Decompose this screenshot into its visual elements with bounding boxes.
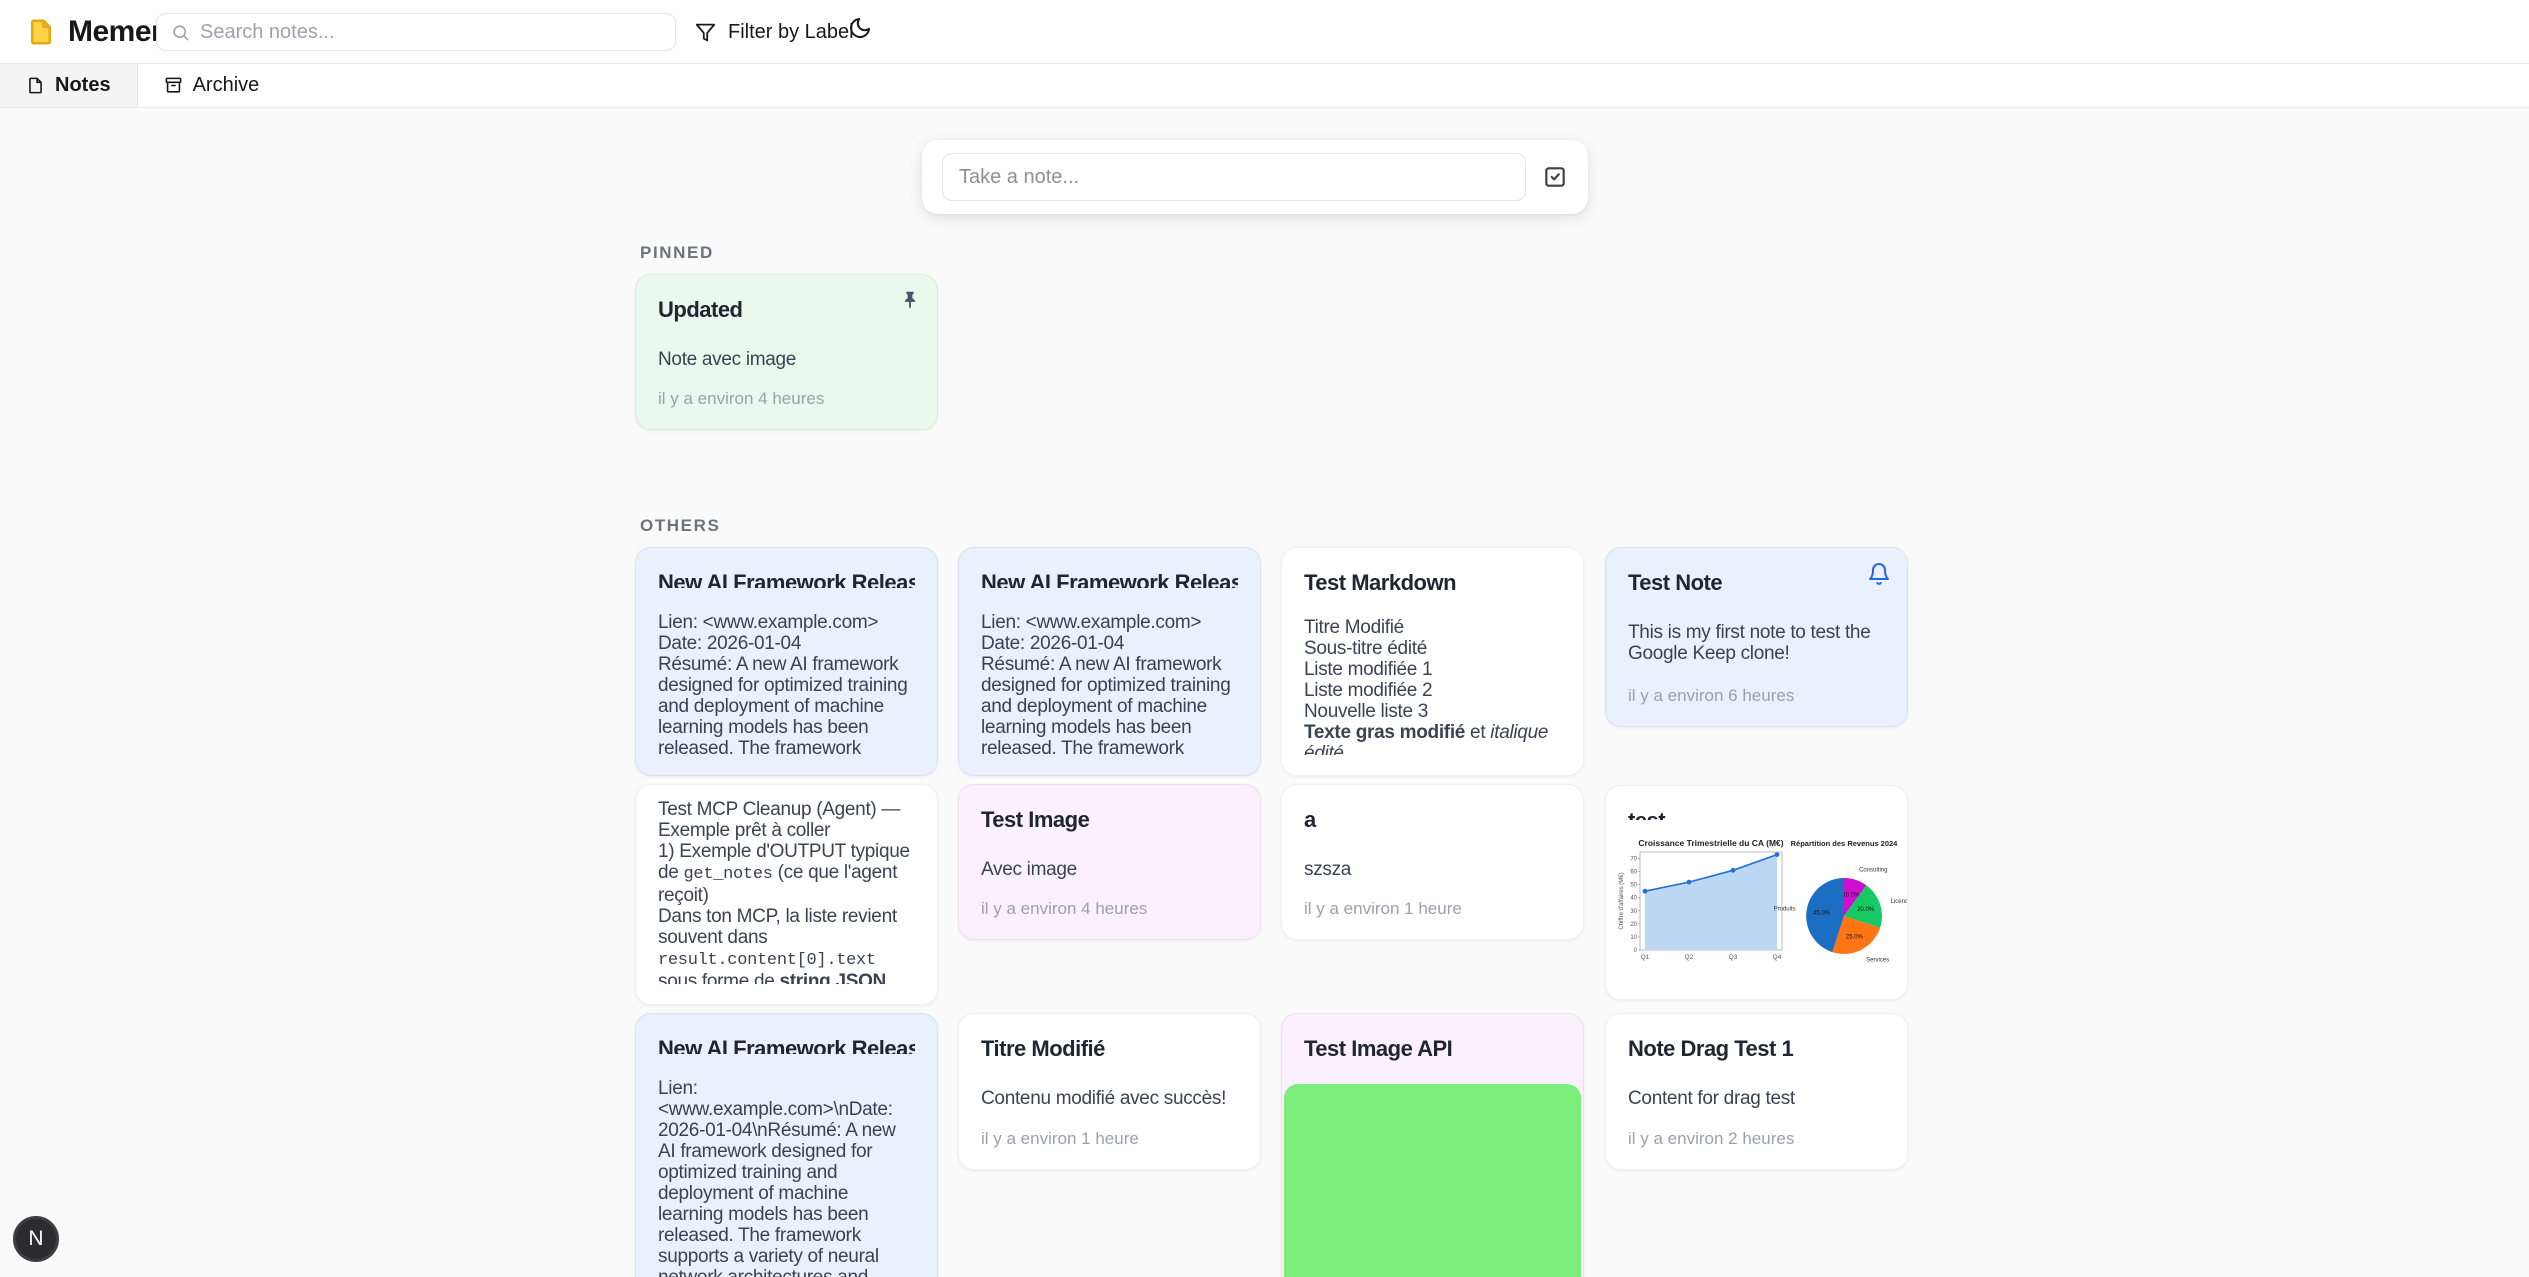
pie-chart: Répartition des Revenus 2024 Consulting 10… (1774, 836, 1907, 979)
note-body: Note avec image (658, 349, 797, 370)
note-title: Test Image (981, 807, 1090, 832)
note-body: Lien: <www.example.com> Date: 2026-01-04… (981, 612, 1231, 755)
note-body: Contenu modifié avec succès! (981, 1088, 1227, 1109)
tab-notes[interactable]: Notes (0, 64, 138, 107)
note-card-test-markdown[interactable]: Test Markdown Titre Modifié Sous-titre é… (1281, 547, 1584, 776)
tab-archive-label: Archive (192, 74, 260, 96)
svg-text:Consulting: Consulting (1859, 867, 1887, 873)
dark-mode-toggle[interactable] (848, 16, 872, 43)
svg-text:45.0%: 45.0% (1813, 910, 1831, 916)
svg-text:50: 50 (1630, 883, 1637, 889)
note-timestamp: il y a environ 2 heures (1628, 1129, 1795, 1148)
note-card-note-drag-test-1[interactable]: Note Drag Test 1 Content for drag test i… (1605, 1013, 1908, 1170)
svg-text:20: 20 (1630, 922, 1637, 928)
others-section-label: OTHERS (640, 516, 721, 535)
svg-text:Services: Services (1866, 958, 1889, 964)
note-title: New AI Framework Released (658, 1036, 915, 1055)
pin-icon[interactable] (899, 289, 921, 311)
archive-icon (165, 77, 181, 93)
svg-text:70: 70 (1630, 857, 1637, 863)
note-body: Lien: <www.example.com>\nDate: 2026-01-0… (658, 1078, 896, 1277)
note-body: Avec image (981, 859, 1077, 880)
svg-text:Répartition des Revenus 2024: Répartition des Revenus 2024 (1791, 839, 1899, 848)
note-body: Lien: <www.example.com> Date: 2026-01-04… (658, 612, 908, 755)
note-title: test (1628, 806, 1885, 820)
note-image (1284, 1084, 1581, 1277)
reminder-bell-icon[interactable] (1867, 562, 1891, 586)
note-timestamp: il y a environ 6 heures (1628, 686, 1795, 705)
note-body: Test MCP Cleanup (Agent) — Exemple prêt … (658, 799, 910, 984)
note-body: This is my first note to test the Google… (1628, 622, 1871, 664)
note-timestamp: il y a environ 4 heures (981, 899, 1148, 918)
pinned-section-label: PINNED (640, 243, 714, 262)
avatar-letter: N (28, 1227, 44, 1250)
svg-text:10.0%: 10.0% (1842, 892, 1860, 898)
note-title: Titre Modifié (981, 1036, 1105, 1061)
note-title: Test Note (1628, 570, 1723, 595)
svg-text:Q1: Q1 (1641, 954, 1650, 961)
note-card-test-image[interactable]: Test Image Avec image il y a environ 4 h… (958, 784, 1261, 940)
note-card-test-mcp-cleanup[interactable]: Test MCP Cleanup (Agent) — Exemple prêt … (635, 784, 938, 1005)
moon-icon (850, 18, 870, 38)
note-card-test-image-api[interactable]: Test Image API (1281, 1013, 1584, 1277)
svg-text:60: 60 (1630, 870, 1637, 876)
note-title: Test Image API (1304, 1036, 1453, 1061)
svg-text:Q4: Q4 (1773, 954, 1782, 961)
svg-text:Chiffre d'affaires (M€): Chiffre d'affaires (M€) (1619, 872, 1625, 929)
svg-text:Q2: Q2 (1685, 954, 1694, 961)
filter-label: Filter by Label (728, 20, 854, 43)
search-box[interactable] (156, 13, 676, 51)
svg-text:20.0%: 20.0% (1857, 907, 1875, 913)
note-title: New AI Framework Released (658, 570, 915, 589)
svg-text:Croissance Trimestrielle du CA: Croissance Trimestrielle du CA (M€) (1638, 838, 1783, 848)
note-card-new-ai-framework-2[interactable]: New AI Framework Released Lien: <www.exa… (958, 547, 1261, 776)
tabs-bar: Notes Archive (0, 64, 2529, 108)
svg-text:30: 30 (1630, 909, 1637, 915)
take-a-note-input[interactable] (942, 153, 1526, 201)
tab-notes-label: Notes (55, 74, 111, 96)
note-charts-image: Croissance Trimestrielle du CA (M€) 0 10 20… (1616, 836, 1907, 979)
note-card-updated[interactable]: Updated Note avec image il y a environ 4… (635, 274, 938, 430)
svg-text:0: 0 (1634, 948, 1638, 954)
note-card-titre-modifie[interactable]: Titre Modifié Contenu modifié avec succè… (958, 1013, 1261, 1170)
note-body: Content for drag test (1628, 1088, 1795, 1109)
note-card-a[interactable]: a szsza il y a environ 1 heure (1281, 784, 1584, 940)
note-title: a (1304, 807, 1316, 832)
user-avatar[interactable]: N (13, 1216, 59, 1262)
note-card-test-charts[interactable]: test Croissance Trimestrielle du CA (M€)… (1605, 785, 1908, 1000)
app-header: Memento Filter by Label (0, 0, 2529, 64)
note-timestamp: il y a environ 1 heure (981, 1129, 1139, 1148)
note-card-new-ai-framework-3[interactable]: New AI Framework Released Lien: <www.exa… (635, 1013, 938, 1277)
search-icon (173, 24, 189, 40)
filter-by-label-button[interactable]: Filter by Label (689, 12, 860, 52)
note-timestamp: il y a environ 1 heure (1304, 899, 1462, 918)
note-title: New AI Framework Released (981, 570, 1238, 589)
note-card-new-ai-framework-1[interactable]: New AI Framework Released Lien: <www.exa… (635, 547, 938, 776)
svg-text:40: 40 (1630, 896, 1637, 902)
note-title: Test Markdown (1304, 570, 1457, 593)
check-square-icon (1545, 167, 1565, 187)
svg-text:25.0%: 25.0% (1846, 934, 1864, 940)
svg-text:10: 10 (1630, 935, 1637, 941)
note-body: Titre Modifié Sous-titre édité Liste mod… (1304, 616, 1554, 755)
note-card-test-note[interactable]: Test Note This is my first note to test … (1605, 547, 1908, 727)
svg-text:Q3: Q3 (1729, 954, 1738, 961)
note-composer (922, 140, 1588, 214)
area-chart: Croissance Trimestrielle du CA (M€) 0 10 20… (1616, 836, 1786, 979)
note-body: szsza (1304, 859, 1352, 880)
note-timestamp: il y a environ 4 heures (658, 389, 825, 408)
search-input[interactable] (200, 20, 661, 44)
svg-text:Produits: Produits (1774, 906, 1796, 912)
note-file-icon (31, 19, 51, 44)
note-title: Note Drag Test 1 (1628, 1036, 1794, 1061)
new-checklist-button[interactable] (1542, 164, 1568, 190)
svg-text:Licences: Licences (1891, 899, 1908, 905)
note-title: Updated (658, 297, 743, 322)
tab-archive[interactable]: Archive (138, 64, 286, 107)
filter-icon (695, 23, 716, 41)
notes-file-icon (29, 77, 42, 94)
